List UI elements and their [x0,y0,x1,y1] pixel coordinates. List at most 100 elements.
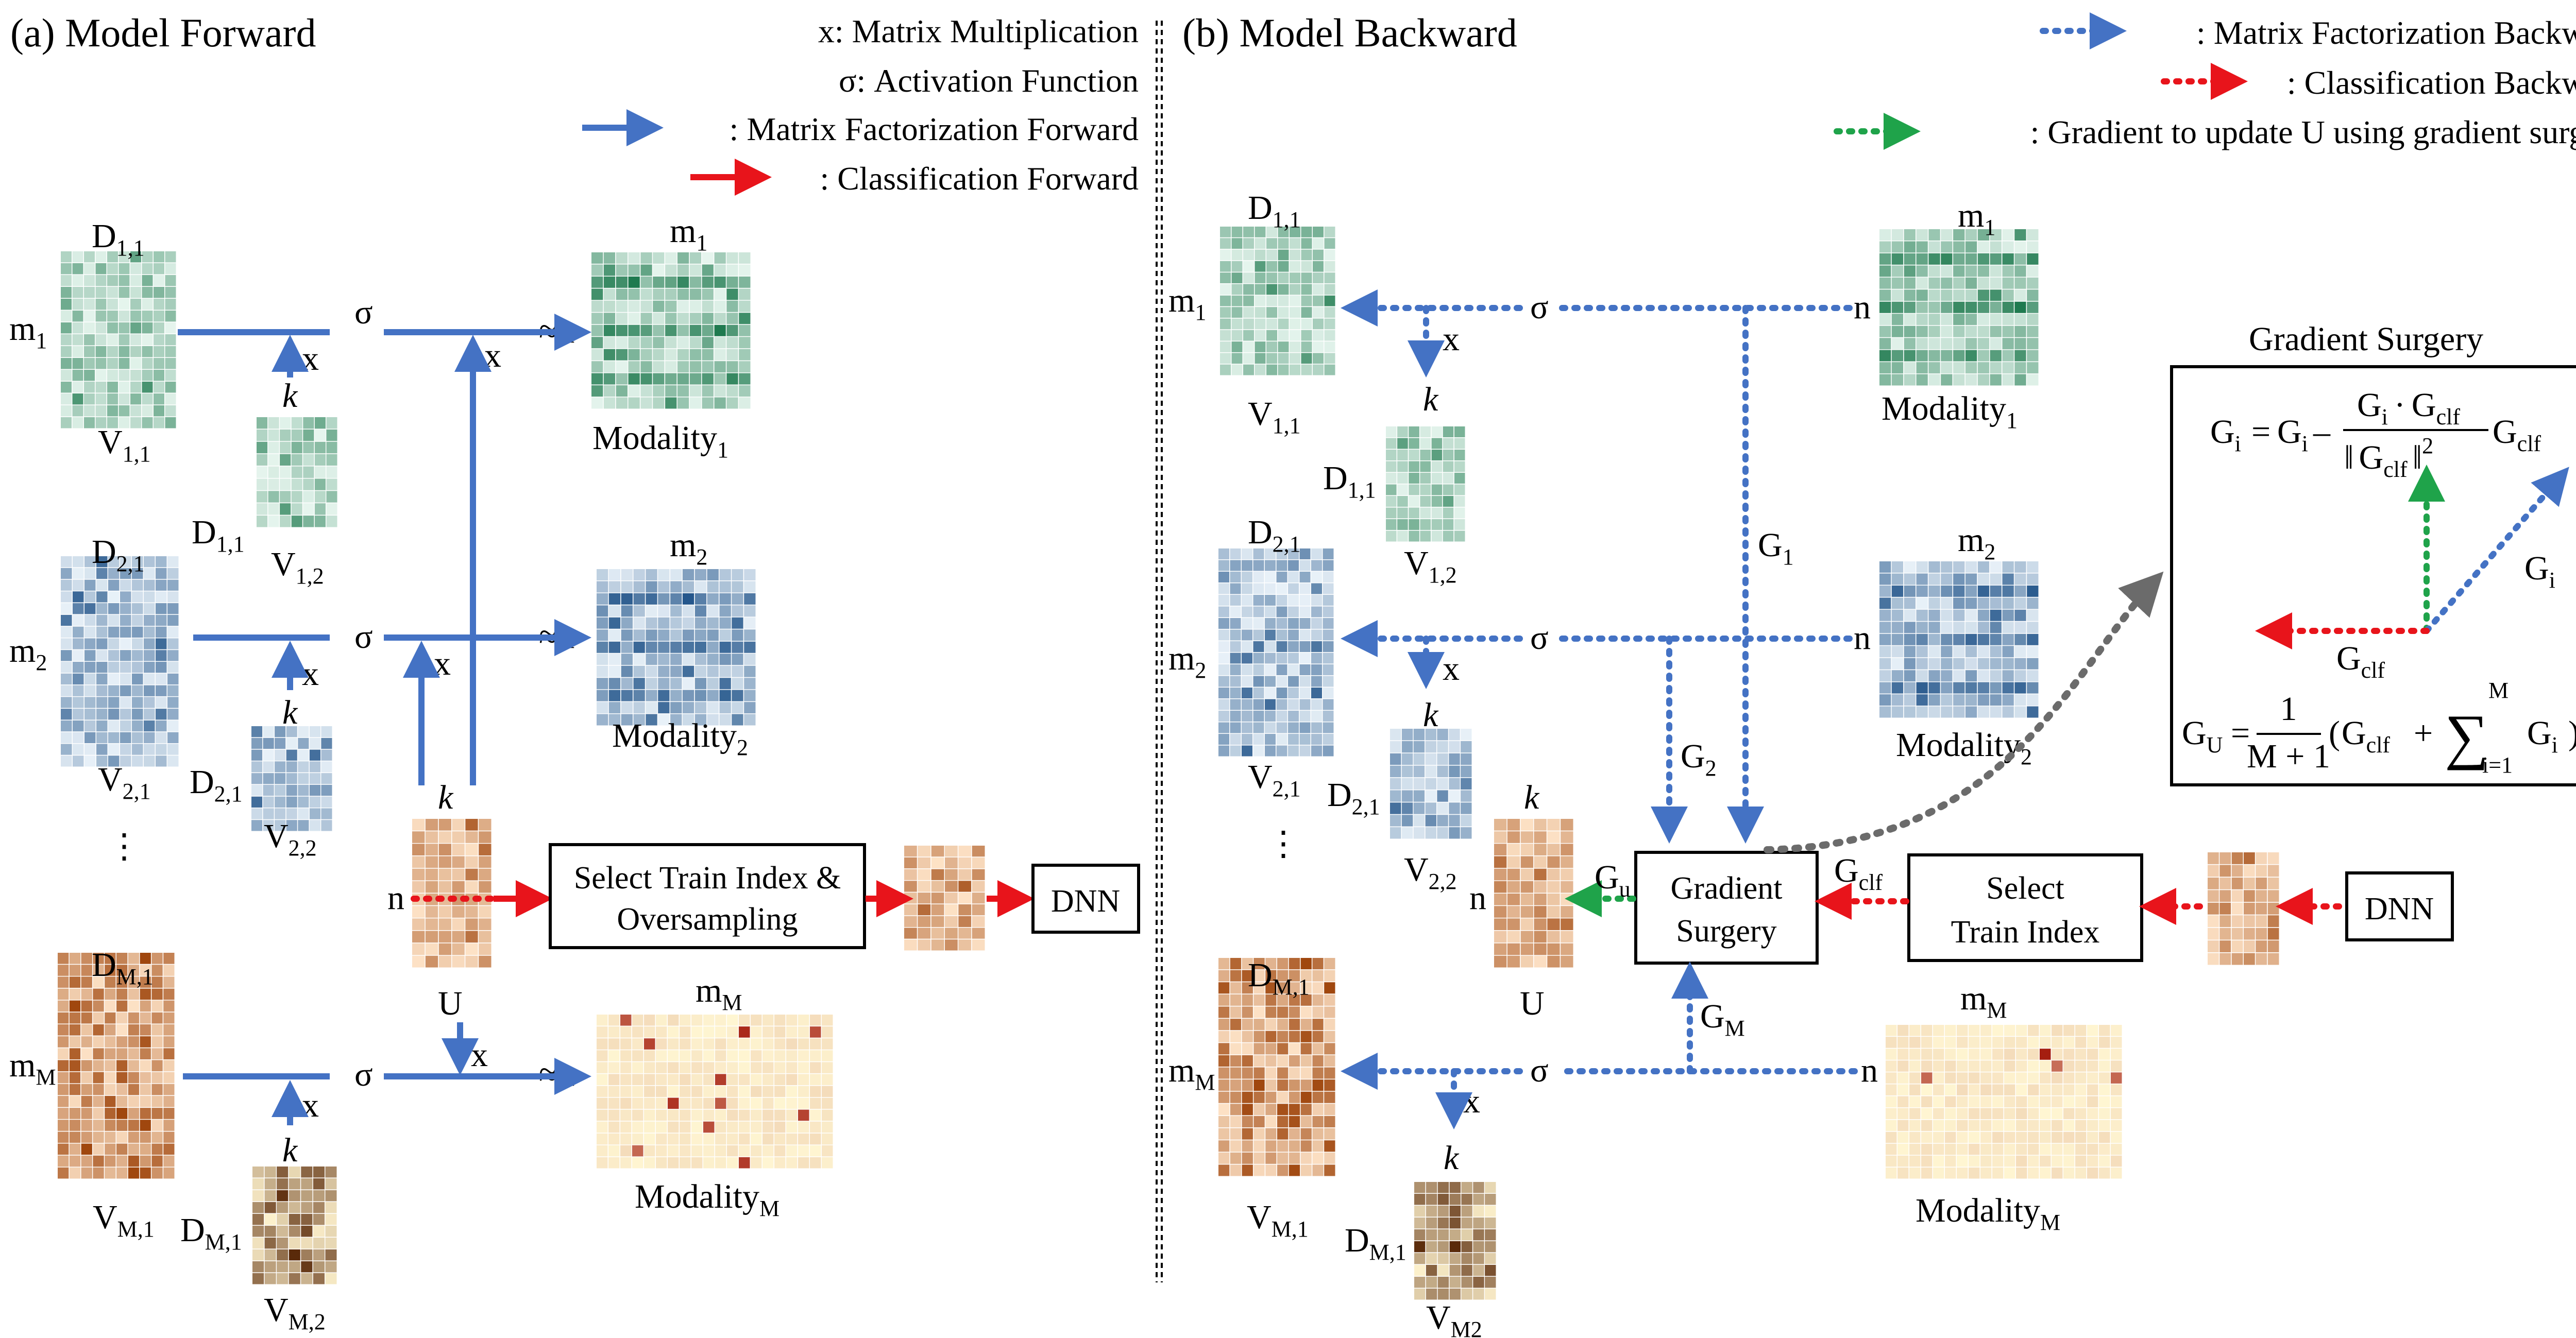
heatmap-cell [680,1157,691,1169]
heatmap-cell [1220,295,1231,306]
heatmap-cell [2244,852,2255,864]
heatmap-cell [1953,350,1965,362]
heatmap-cell [1980,1167,1992,1179]
heatmap-cell [2244,928,2255,940]
heatmap-cell [1990,277,2002,289]
heatmap-cell [144,556,155,568]
heatmap-cell [714,252,726,264]
heatmap-cell [108,638,120,649]
heatmap-cell [1957,1155,1968,1167]
eq2-den: M + 1 [2247,737,2330,775]
heatmap-cell [1299,583,1311,594]
heatmap-cell [412,831,425,843]
heatmap-cell [2014,350,2026,362]
heatmap-cell [1397,530,1408,542]
heatmap-cell [715,1109,726,1121]
heatmap-cell [156,638,167,649]
heatmap-cell [1289,1128,1300,1140]
heatmap-cell [1953,706,1965,718]
heatmap-cell [665,324,677,336]
labelb-D21-small: D2,1 [1327,776,1380,819]
heatmap-cell [603,337,616,349]
heatmap-cell [1990,706,2002,718]
heatmap-cell [1449,1277,1461,1288]
heatmap-cell [1891,646,1904,658]
heatmap-cell [1300,1067,1312,1079]
heatmap-cell [798,1050,809,1061]
heatmap-cell [140,1000,151,1012]
heatmap-cell [810,1097,821,1109]
heatmap-cell [1992,1120,2004,1131]
heatmap-cell [739,1026,750,1038]
heatmap-cell [1413,802,1425,814]
heatmap-cell [1953,241,1965,253]
heatmap-cell [268,478,279,490]
heatmap-cell [1426,1289,1437,1300]
label-Gu: Gu [1595,859,1631,902]
heatmap-cell [2004,1049,2015,1060]
heatmap-cell [1231,295,1243,306]
heatmap-cell [1230,1091,1242,1103]
heatmap-cell [640,337,652,349]
heatmap-cell [1301,364,1312,375]
inset-frame [2170,365,2576,786]
heatmap-mod1 [591,252,751,409]
heatmap-cell [739,276,751,288]
heatmap-cell [2014,706,2026,718]
heatmap-cell [1312,994,1324,1006]
label-x-M: x [302,1087,319,1124]
heatmap-cell [972,928,985,939]
heatmap-cell [616,252,628,264]
heatmap-cell [2040,1155,2051,1167]
heatmap-cell [425,819,438,831]
heatmap-cell [1277,1091,1289,1103]
heatmap-cell [84,393,95,405]
heatmap-cell [58,1036,69,1048]
heatmap-cell [73,662,84,673]
heatmap-cell [1916,658,1928,670]
heatmap-cell [275,796,286,808]
heatmap-cell [774,1050,786,1061]
heatmap-cell [2087,1167,2098,1179]
heatmap-cell [1449,753,1460,765]
heatmap-cell [438,955,451,968]
heatmap-cell [1253,734,1264,745]
heatmap-cell [694,714,707,726]
heatmap-cell [1266,284,1277,295]
heatmap-cell [1409,496,1419,507]
heatmap-DM1 [58,953,175,1179]
heatmap-cell [2028,1084,2039,1095]
heatmap-cell [438,918,451,930]
heatmap-cell [1945,1072,1956,1084]
heatmap-cell [1242,1164,1253,1176]
heatmap-cell [130,299,141,310]
heatmap-cell [69,1095,81,1107]
heatmap-cell [1289,994,1300,1006]
heatmap-cell [644,1157,655,1169]
heatmap-cell [2040,1167,2051,1179]
heatmap-cell [165,382,176,393]
heatmap-cell [1990,325,2002,337]
heatmap-cell [1277,994,1289,1006]
heatmap-cell [1941,658,1953,670]
heatmap-cell [1879,585,1891,597]
heatmap-cell [128,1000,140,1012]
heatmap-cell [1485,1253,1496,1264]
heatmap-cell [1299,606,1311,617]
heatmap-cell [1288,699,1299,710]
heatmap-cell [608,654,621,665]
heatmap-cell [714,288,726,300]
heatmap-cell [786,1050,798,1061]
heatmap-cell [2052,1025,2063,1036]
heatmap-cell [140,1143,151,1155]
heatmap-cell [739,397,751,409]
heatmap-cell [1891,633,1904,645]
heatmap-cell [682,617,694,629]
heatmap-cell [128,1060,140,1072]
heatmap-cell [1928,277,1940,289]
heatmap-cell [931,846,944,857]
heatmap-cell [1312,1140,1324,1152]
heatmap-cell [163,1012,175,1024]
heatmap-cell [1300,1031,1312,1042]
heatmap-cell [2004,1025,2015,1036]
